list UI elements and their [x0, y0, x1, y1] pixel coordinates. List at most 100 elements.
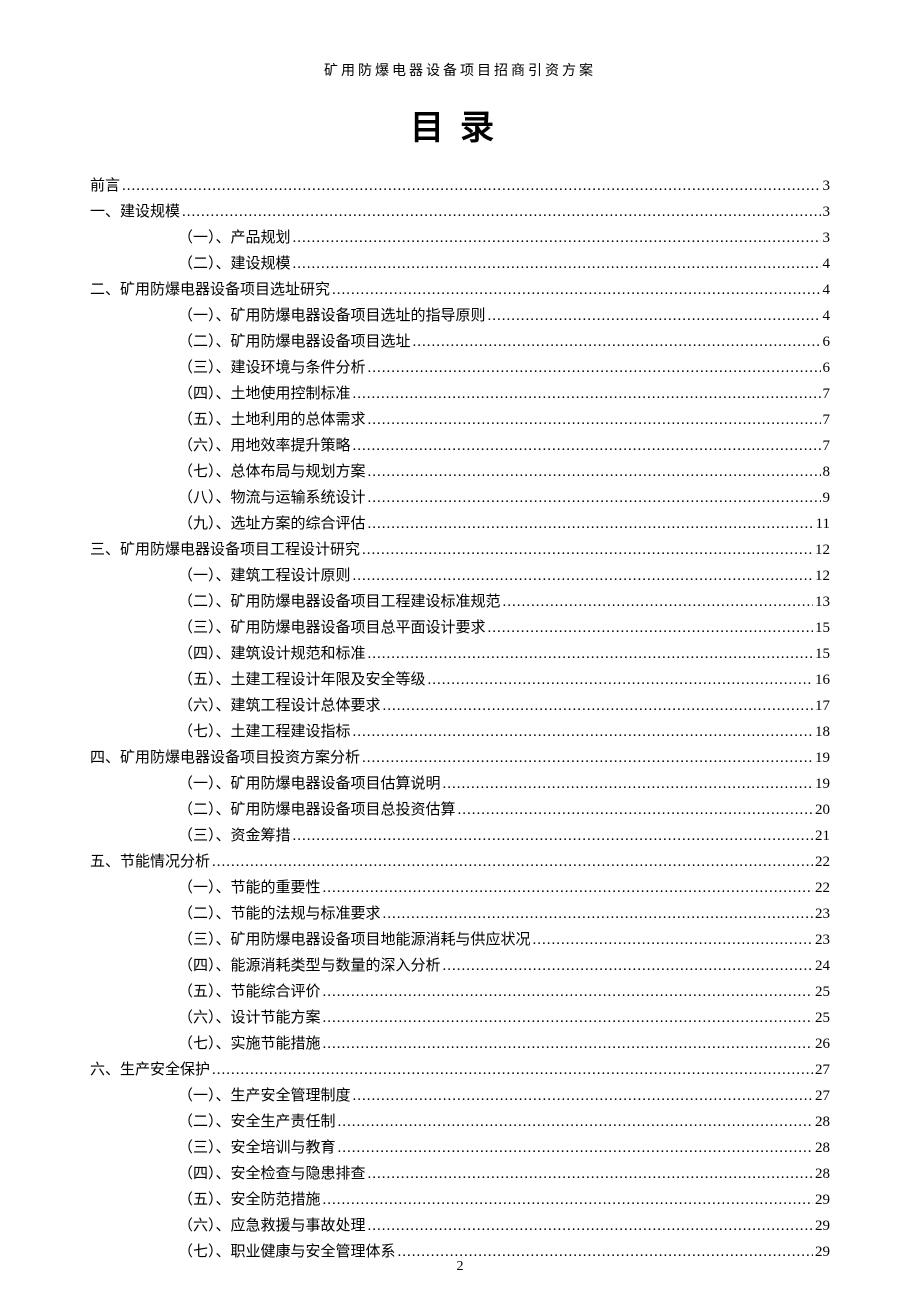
toc-leader-dots	[368, 641, 813, 667]
toc-entry: （四）、能源消耗类型与数量的深入分析 24	[90, 953, 830, 979]
toc-entry: （七）、总体布局与规划方案 8	[90, 459, 830, 485]
toc-leader-dots	[368, 511, 814, 537]
toc-leader-dots	[293, 251, 821, 277]
toc-entry: （一）、生产安全管理制度 27	[90, 1083, 830, 1109]
toc-title: 目录	[90, 100, 830, 149]
toc-entry-label: 四、矿用防爆电器设备项目投资方案分析	[90, 745, 360, 771]
toc-entry-page: 3	[823, 225, 831, 251]
toc-entry: （三）、安全培训与教育28	[90, 1135, 830, 1161]
toc-entry-label: 三、矿用防爆电器设备项目工程设计研究	[90, 537, 360, 563]
toc-entry: 五、节能情况分析22	[90, 849, 830, 875]
toc-entry: （一）、建筑工程设计原则 12	[90, 563, 830, 589]
toc-entry-label: （四）、土地使用控制标准	[178, 381, 351, 407]
toc-entry-page: 9	[823, 485, 831, 511]
toc-entry-label: （一）、建筑工程设计原则	[178, 563, 351, 589]
toc-entry: （二）、矿用防爆电器设备项目总投资估算20	[90, 797, 830, 823]
toc-leader-dots	[353, 563, 813, 589]
toc-entry-page: 19	[815, 771, 830, 797]
document-page: 矿用防爆电器设备项目招商引资方案 目录 前言3一、建设规模3（一）、产品规划3（…	[0, 0, 920, 1305]
toc-entry: （一）、产品规划3	[90, 225, 830, 251]
toc-leader-dots	[443, 953, 813, 979]
toc-entry: （九）、选址方案的综合评估11	[90, 511, 830, 537]
toc-entry-label: （一）、矿用防爆电器设备项目选址的指导原则	[178, 303, 486, 329]
toc-leader-dots	[533, 927, 813, 953]
toc-entry: （四）、建筑设计规范和标准15	[90, 641, 830, 667]
toc-entry-label: （二）、安全生产责任制	[178, 1109, 336, 1135]
toc-leader-dots	[353, 433, 821, 459]
toc-entry-page: 7	[823, 381, 831, 407]
toc-entry: （七）、土建工程建设指标18	[90, 719, 830, 745]
toc-entry-label: 六、生产安全保护	[90, 1057, 210, 1083]
toc-entry-label: （五）、土建工程设计年限及安全等级	[178, 667, 426, 693]
toc-leader-dots	[332, 277, 820, 303]
toc-entry-label: （八）、物流与运输系统设计	[178, 485, 366, 511]
toc-entry: （三）、矿用防爆电器设备项目总平面设计要求15	[90, 615, 830, 641]
toc-entry-label: （二）、节能的法规与标准要求	[178, 901, 381, 927]
toc-entry: 三、矿用防爆电器设备项目工程设计研究 12	[90, 537, 830, 563]
toc-entry: （一）、矿用防爆电器设备项目估算说明19	[90, 771, 830, 797]
toc-entry-label: 一、建设规模	[90, 199, 180, 225]
toc-entry-label: （三）、资金筹措	[178, 823, 291, 849]
toc-entry-label: （一）、生产安全管理制度	[178, 1083, 351, 1109]
toc-leader-dots	[338, 1135, 813, 1161]
toc-entry-page: 28	[815, 1135, 830, 1161]
toc-entry-label: （三）、矿用防爆电器设备项目地能源消耗与供应状况	[178, 927, 531, 953]
toc-entry-label: （七）、总体布局与规划方案	[178, 459, 366, 485]
toc-entry-label: （四）、建筑设计规范和标准	[178, 641, 366, 667]
toc-entry-page: 21	[815, 823, 830, 849]
toc-entry-page: 24	[815, 953, 830, 979]
toc-entry-page: 12	[815, 563, 830, 589]
toc-entry-page: 3	[823, 199, 831, 225]
toc-leader-dots	[488, 303, 821, 329]
toc-entry: 六、生产安全保护27	[90, 1057, 830, 1083]
toc-entry-page: 18	[815, 719, 830, 745]
toc-entry-page: 4	[823, 251, 831, 277]
toc-entry: （六）、用地效率提升策略 7	[90, 433, 830, 459]
toc-entry-page: 8	[823, 459, 831, 485]
toc-entry-label: （四）、能源消耗类型与数量的深入分析	[178, 953, 441, 979]
toc-entry-label: 前言	[90, 173, 120, 199]
toc-leader-dots	[368, 1161, 813, 1187]
toc-entry-page: 16	[815, 667, 830, 693]
toc-leader-dots	[338, 1109, 813, 1135]
toc-entry: （二）、矿用防爆电器设备项目工程建设标准规范13	[90, 589, 830, 615]
toc-entry: （三）、资金筹措 21	[90, 823, 830, 849]
toc-entry: （二）、建设规模4	[90, 251, 830, 277]
toc-leader-dots	[353, 1083, 813, 1109]
toc-entry: 二、矿用防爆电器设备项目选址研究4	[90, 277, 830, 303]
toc-entry: （五）、土地利用的总体需求7	[90, 407, 830, 433]
toc-entry-page: 12	[815, 537, 830, 563]
toc-entry-page: 7	[823, 433, 831, 459]
toc-leader-dots	[368, 1213, 813, 1239]
toc-leader-dots	[323, 979, 813, 1005]
toc-leader-dots	[323, 1031, 813, 1057]
toc-container: 前言 3 一、建设规模 3（一）、产品规划3（二）、建设规模4二、矿用防爆电器设备项目…	[90, 173, 830, 1265]
toc-leader-dots	[443, 771, 813, 797]
toc-leader-dots	[323, 875, 813, 901]
toc-leader-dots	[413, 329, 821, 355]
toc-entry-label: （四）、安全检查与隐患排查	[178, 1161, 366, 1187]
toc-entry-page: 4	[823, 277, 831, 303]
toc-entry: （六）、设计节能方案25	[90, 1005, 830, 1031]
toc-entry: （二）、节能的法规与标准要求23	[90, 901, 830, 927]
toc-entry-page: 17	[815, 693, 830, 719]
toc-leader-dots	[212, 849, 813, 875]
toc-leader-dots	[503, 589, 813, 615]
toc-entry-page: 29	[815, 1187, 830, 1213]
toc-leader-dots	[383, 693, 813, 719]
toc-leader-dots	[383, 901, 813, 927]
toc-entry-label: （五）、土地利用的总体需求	[178, 407, 366, 433]
toc-entry-label: （六）、应急救援与事故处理	[178, 1213, 366, 1239]
toc-entry-label: （二）、矿用防爆电器设备项目选址	[178, 329, 411, 355]
toc-leader-dots	[323, 1187, 813, 1213]
toc-leader-dots	[368, 485, 821, 511]
toc-entry: （八）、物流与运输系统设计 9	[90, 485, 830, 511]
toc-entry: （六）、建筑工程设计总体要求17	[90, 693, 830, 719]
toc-entry-label: （六）、用地效率提升策略	[178, 433, 351, 459]
toc-entry-page: 22	[815, 849, 830, 875]
toc-entry-label: （一）、节能的重要性	[178, 875, 321, 901]
toc-entry-page: 29	[815, 1213, 830, 1239]
toc-entry-page: 22	[815, 875, 830, 901]
toc-entry: （二）、安全生产责任制28	[90, 1109, 830, 1135]
toc-entry-page: 27	[815, 1083, 830, 1109]
